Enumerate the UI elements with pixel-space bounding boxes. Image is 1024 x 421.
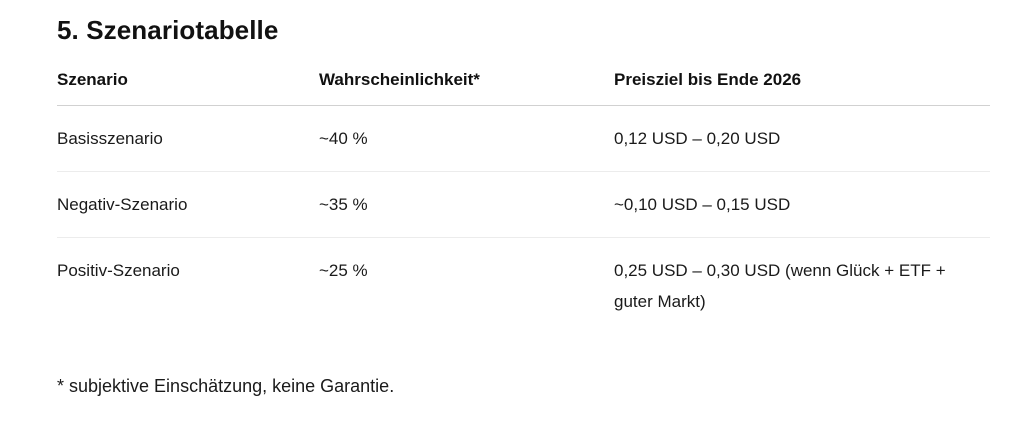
column-header-szenario: Szenario [57, 68, 319, 106]
cell-preisziel: ~0,10 USD – 0,15 USD [614, 171, 990, 238]
table-body: Basisszenario ~40 % 0,12 USD – 0,20 USD … [57, 106, 990, 334]
document-page: 5. Szenariotabelle Szenario Wahrscheinli… [57, 15, 990, 396]
column-header-wahrscheinlichkeit: Wahrscheinlichkeit* [319, 68, 614, 106]
column-header-preisziel: Preisziel bis Ende 2026 [614, 68, 990, 106]
table-row: Positiv-Szenario ~25 % 0,25 USD – 0,30 U… [57, 237, 990, 334]
cell-szenario: Positiv-Szenario [57, 237, 319, 334]
table-row: Negativ-Szenario ~35 % ~0,10 USD – 0,15 … [57, 171, 990, 238]
table-header: Szenario Wahrscheinlichkeit* Preisziel b… [57, 68, 990, 106]
cell-wahrscheinlichkeit: ~40 % [319, 129, 368, 148]
cell-wahrscheinlichkeit: ~35 % [319, 171, 614, 238]
cell-preisziel: 0,12 USD – 0,20 USD [614, 129, 781, 148]
cell-szenario: Basisszenario [57, 129, 163, 148]
cell-wahrscheinlichkeit: ~25 % [319, 237, 614, 334]
table-row: Basisszenario ~40 % 0,12 USD – 0,20 USD [57, 106, 990, 172]
table-header-row: Szenario Wahrscheinlichkeit* Preisziel b… [57, 68, 990, 106]
table-footnote: * subjektive Einschätzung, keine Garanti… [57, 376, 395, 396]
section-title: 5. Szenariotabelle [57, 15, 279, 45]
scenario-table: Szenario Wahrscheinlichkeit* Preisziel b… [57, 68, 990, 334]
cell-preisziel: 0,25 USD – 0,30 USD (wenn Glück + ETF + … [614, 237, 990, 334]
cell-szenario: Negativ-Szenario [57, 171, 319, 238]
